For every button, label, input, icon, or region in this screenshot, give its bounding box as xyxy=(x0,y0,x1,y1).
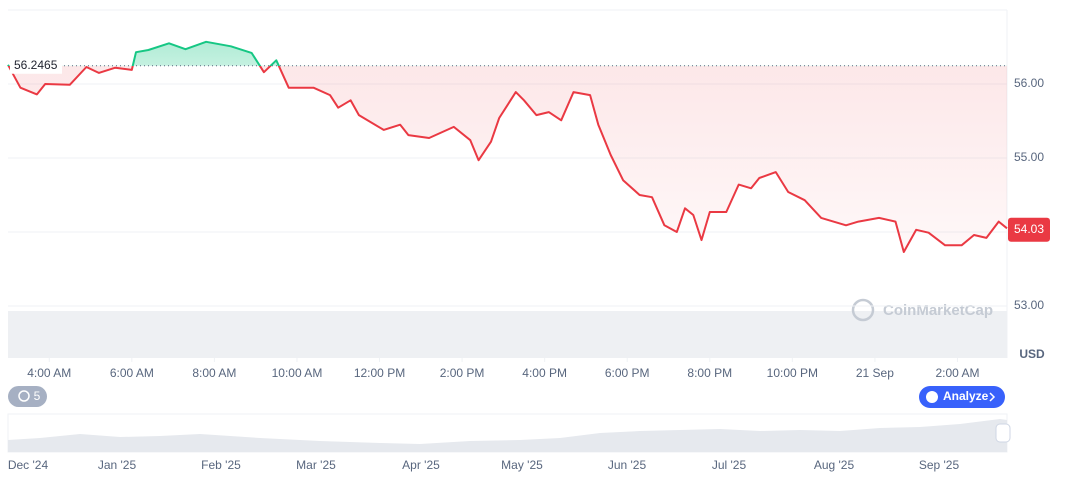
navigator-label: Jul '25 xyxy=(712,458,747,472)
x-tick-label: 2:00 AM xyxy=(935,366,979,380)
reference-label-bg xyxy=(10,57,62,74)
button-icon xyxy=(926,391,938,403)
navigator-label: Jun '25 xyxy=(608,458,647,472)
x-tick-label: 10:00 AM xyxy=(272,366,323,380)
navigator-label: Sep '25 xyxy=(919,458,960,472)
x-tick-label: 4:00 AM xyxy=(27,366,71,380)
navigator-label: Dec '24 xyxy=(8,458,49,472)
price-line xyxy=(7,40,1008,253)
x-tick-label: 10:00 PM xyxy=(767,366,818,380)
x-tick-label: 8:00 PM xyxy=(687,366,732,380)
x-tick-label: 2:00 PM xyxy=(440,366,485,380)
x-tick-label: 6:00 PM xyxy=(605,366,650,380)
badge-count: 5 xyxy=(34,389,41,403)
button-bg xyxy=(919,386,1005,408)
y-tick-label: 56.00 xyxy=(1014,76,1044,90)
navigator-label: Mar '25 xyxy=(296,458,336,472)
x-tick-label: 8:00 AM xyxy=(192,366,236,380)
history-badge[interactable]: 5 xyxy=(8,386,47,407)
watermark-text: CoinMarketCap xyxy=(883,302,993,319)
x-tick-label: 4:00 PM xyxy=(522,366,567,380)
navigator-label: Feb '25 xyxy=(201,458,241,472)
y-tick-label: 53.00 xyxy=(1014,298,1044,312)
navigator-label: Aug '25 xyxy=(814,458,855,472)
navigator-label: May '25 xyxy=(501,458,543,472)
reference-label: 56.2465 xyxy=(14,58,58,72)
navigator-handle[interactable] xyxy=(995,423,1011,443)
x-tick-label: 6:00 AM xyxy=(110,366,154,380)
button-label: Analyze xyxy=(943,389,989,403)
badge-bg xyxy=(8,386,47,407)
x-tick-label: 21 Sep xyxy=(856,366,894,380)
watermark-logo xyxy=(851,298,875,322)
button-chevron xyxy=(989,392,996,402)
currency-label: USD xyxy=(1019,347,1045,361)
volume-area xyxy=(8,311,1007,358)
badge-icon xyxy=(18,390,30,402)
last-price-tag xyxy=(1008,217,1050,242)
y-tick-label: 55.00 xyxy=(1014,150,1044,164)
navigator-area xyxy=(8,419,1007,452)
last-price-label: 54.03 xyxy=(1014,222,1044,236)
navigator-label: Apr '25 xyxy=(402,458,440,472)
analyze-button[interactable]: Analyze xyxy=(919,386,1005,408)
price-area xyxy=(8,41,1007,252)
navigator-label: Jan '25 xyxy=(98,458,137,472)
x-tick-label: 12:00 PM xyxy=(354,366,405,380)
